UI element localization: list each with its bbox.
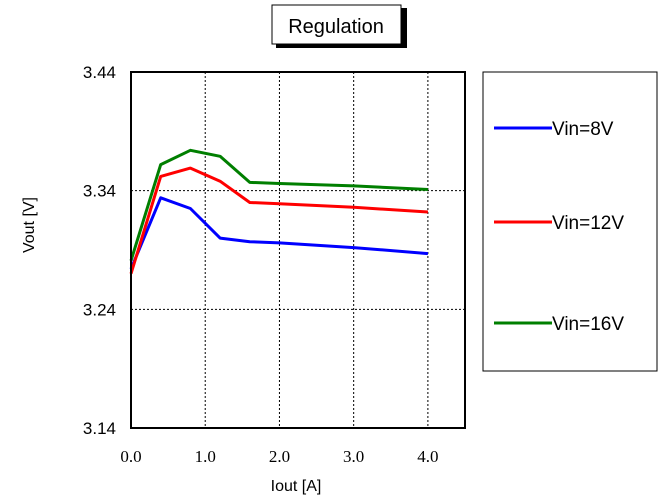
- x-tick-label: 1.0: [195, 447, 216, 466]
- legend-label: Vin=12V: [552, 213, 624, 234]
- grid-lines: [131, 72, 465, 428]
- y-tick-label: 3.34: [83, 182, 116, 201]
- series-lines: [129, 148, 429, 275]
- plot-background: [131, 72, 465, 428]
- x-tick-label: 3.0: [343, 447, 364, 466]
- y-tick-label: 3.14: [83, 419, 116, 438]
- plot-area: [129, 71, 466, 429]
- x-axis-label: Iout [A]: [271, 478, 322, 495]
- legend-label: Vin=16V: [552, 314, 624, 335]
- y-axis-label: Vout [V]: [21, 197, 38, 253]
- y-axis-ticks: 3.14 3.24 3.34 3.44: [83, 63, 116, 438]
- chart-title-box: Regulation: [271, 4, 407, 48]
- x-tick-label: 4.0: [417, 447, 438, 466]
- x-axis-ticks: 0.0 1.0 2.0 3.0 4.0: [120, 447, 438, 466]
- legend-label: Vin=8V: [552, 119, 614, 140]
- series-line: [129, 166, 428, 275]
- series-line: [129, 196, 429, 270]
- x-tick-label: 2.0: [269, 447, 290, 466]
- chart-title: Regulation: [288, 16, 384, 38]
- series-line: [129, 148, 428, 262]
- x-tick-label: 0.0: [120, 447, 141, 466]
- plot-frame: [130, 71, 466, 429]
- legend: Vin=8V Vin=12V Vin=16V: [482, 71, 658, 372]
- y-tick-label: 3.24: [83, 300, 116, 319]
- y-tick-label: 3.44: [83, 63, 116, 82]
